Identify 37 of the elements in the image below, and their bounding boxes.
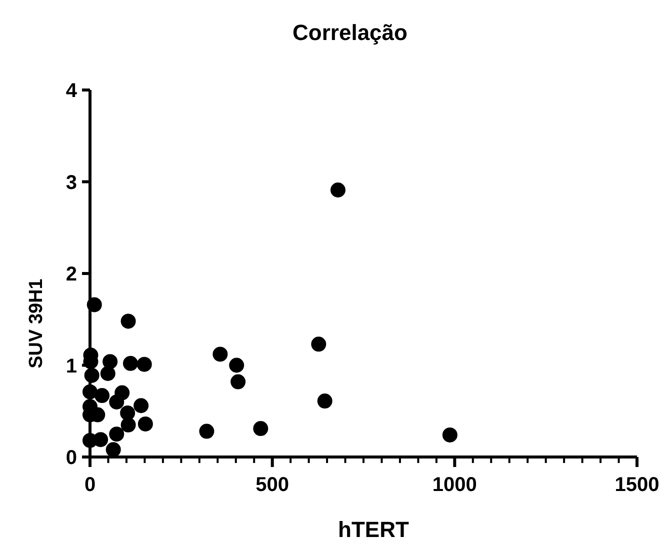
point — [253, 421, 268, 436]
point — [94, 388, 110, 404]
point — [134, 398, 149, 414]
point — [106, 442, 121, 458]
point — [120, 417, 136, 432]
point — [311, 336, 326, 352]
point — [229, 358, 244, 373]
point — [212, 346, 228, 362]
x-axis-title: hTERT — [338, 517, 410, 542]
point — [122, 356, 138, 371]
point — [84, 368, 100, 383]
point — [138, 416, 153, 432]
x-tick-label: 500 — [256, 474, 290, 496]
point — [109, 426, 124, 442]
y-tick-label: 4 — [66, 80, 78, 102]
chart-title: Correlação — [292, 20, 408, 45]
point — [442, 427, 458, 442]
point — [102, 354, 118, 370]
x-tick-label: 1500 — [614, 474, 660, 496]
y-tick-label: 2 — [66, 264, 77, 286]
y-tick-label: 1 — [66, 355, 77, 378]
point — [199, 424, 214, 439]
point — [82, 384, 98, 400]
y-axis-title: SUV 39H1 — [26, 278, 47, 368]
point — [230, 374, 246, 390]
y-tick-label: 0 — [66, 447, 77, 469]
point — [330, 182, 346, 198]
point — [120, 314, 136, 329]
x-tick-label: 0 — [84, 474, 96, 496]
y-tick-label: 3 — [66, 172, 77, 194]
point — [136, 356, 152, 372]
x-tick-label: 1000 — [432, 474, 477, 496]
point — [86, 297, 102, 312]
point — [100, 366, 116, 382]
point — [317, 394, 332, 409]
point — [93, 432, 108, 448]
point — [109, 394, 124, 410]
